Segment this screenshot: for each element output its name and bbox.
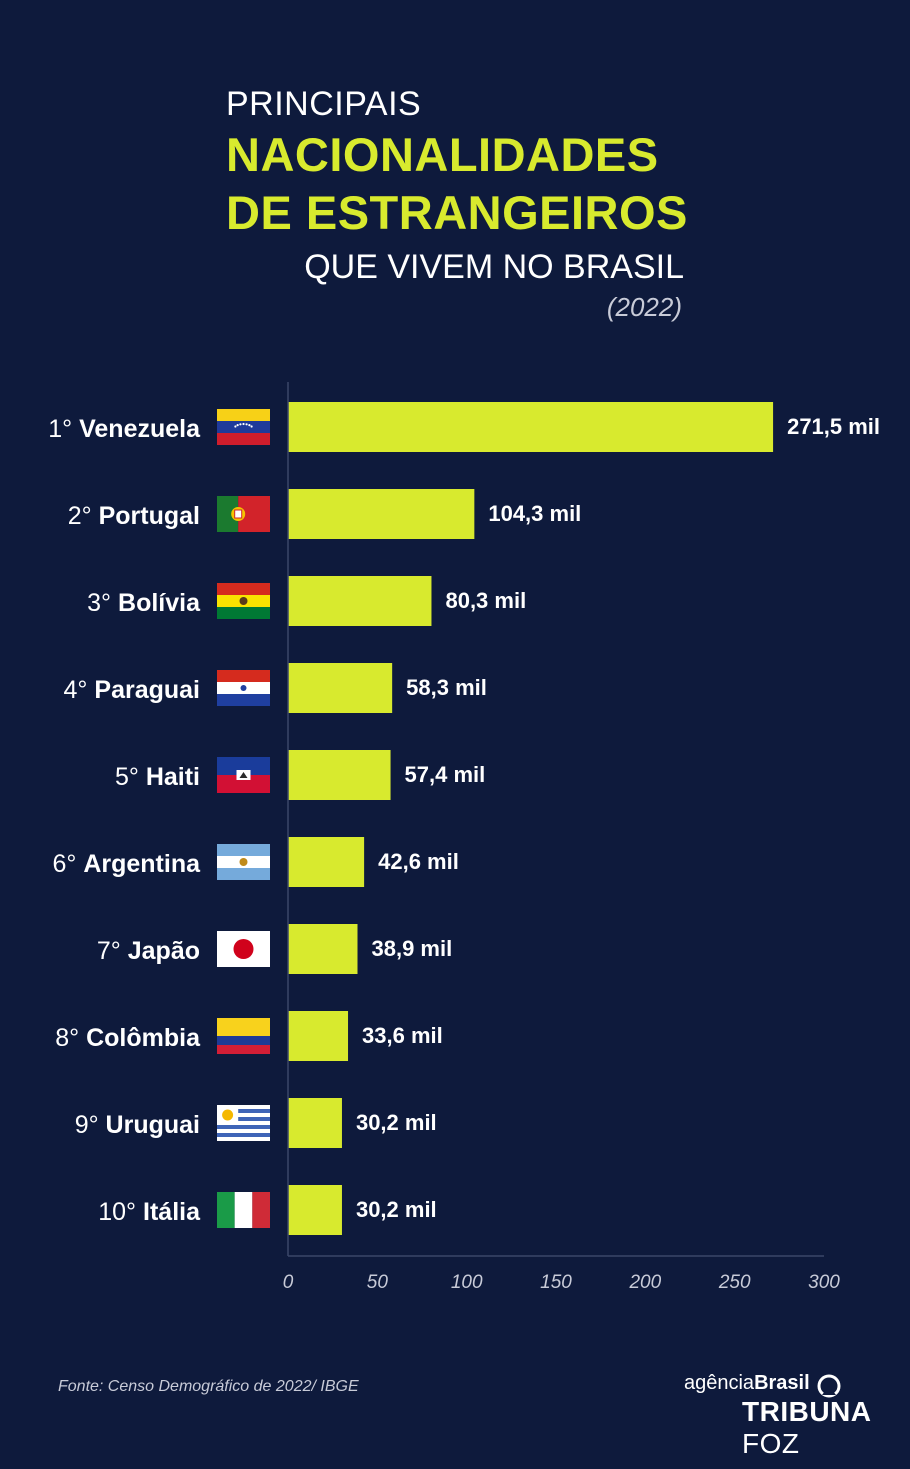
rank-label: 6°	[52, 850, 83, 878]
rank-label: 7°	[97, 937, 128, 965]
category-label: 2° Portugal	[68, 502, 200, 530]
data-label: 58,3 mil	[406, 675, 487, 700]
rank-label: 1°	[48, 415, 79, 443]
bar	[288, 489, 475, 539]
category-label: 6° Argentina	[52, 850, 201, 878]
argentina-flag	[217, 844, 270, 880]
x-tick-label: 100	[451, 1272, 483, 1293]
country-label: Haiti	[146, 763, 200, 791]
portugal-flag	[217, 496, 270, 532]
data-label: 30,2 mil	[356, 1197, 437, 1222]
bar	[288, 750, 391, 800]
rank-label: 3°	[87, 589, 118, 617]
rank-label: 4°	[64, 676, 95, 704]
data-label: 80,3 mil	[445, 588, 526, 613]
paraguay-flag	[217, 670, 270, 706]
data-label: 42,6 mil	[378, 849, 459, 874]
x-tick-label: 250	[718, 1272, 751, 1293]
data-label: 30,2 mil	[356, 1110, 437, 1135]
category-label: 8° Colômbia	[55, 1024, 201, 1052]
bar	[288, 1185, 342, 1235]
brand2-b: FOZ	[742, 1428, 800, 1459]
venezuela-flag	[217, 409, 270, 445]
bolivia-flag	[217, 583, 270, 619]
category-label: 1° Venezuela	[48, 415, 201, 443]
uruguay-flag	[217, 1105, 270, 1141]
data-label: 271,5 mil	[787, 414, 880, 439]
country-label: Paraguai	[94, 676, 200, 704]
brand2-a: TRIBUNA	[742, 1396, 872, 1427]
x-tick-label: 200	[628, 1272, 661, 1293]
bar	[288, 576, 432, 626]
italy-flag	[217, 1192, 270, 1228]
brand-b: Brasil	[754, 1372, 810, 1394]
title-line-1: PRINCIPAIS	[226, 85, 422, 123]
category-label: 4° Paraguai	[64, 676, 200, 704]
haiti-flag	[217, 757, 270, 793]
bar	[288, 1098, 342, 1148]
x-tick-label: 50	[367, 1272, 389, 1293]
x-tick-label: 0	[283, 1272, 294, 1293]
country-label: Bolívia	[118, 589, 201, 617]
category-label: 3° Bolívia	[87, 589, 201, 617]
agencia-brasil-icon	[817, 1374, 841, 1398]
country-label: Japão	[128, 937, 200, 965]
country-label: Uruguai	[106, 1111, 200, 1139]
brand-a: agência	[684, 1372, 755, 1394]
bar	[288, 1011, 349, 1061]
rank-label: 10°	[98, 1198, 143, 1226]
category-label: 10° Itália	[98, 1198, 201, 1226]
data-label: 33,6 mil	[362, 1023, 443, 1048]
subtitle: QUE VIVEM NO BRASIL	[304, 248, 684, 286]
country-label: Venezuela	[79, 415, 201, 443]
title-line-2: NACIONALIDADES	[226, 128, 659, 181]
title-block: PRINCIPAIS NACIONALIDADES DE ESTRANGEIRO…	[226, 82, 696, 242]
category-label: 9° Uruguai	[75, 1111, 200, 1139]
year-label: (2022)	[606, 292, 682, 322]
bar	[288, 663, 393, 713]
japan-flag	[217, 931, 270, 967]
data-label: 104,3 mil	[488, 501, 581, 526]
category-label: 7° Japão	[97, 937, 200, 965]
bar	[288, 837, 365, 887]
rank-label: 8°	[55, 1024, 86, 1052]
data-label: 57,4 mil	[405, 762, 486, 787]
country-label: Argentina	[83, 850, 201, 878]
source-note: Fonte: Censo Demográfico de 2022/ IBGE	[58, 1378, 359, 1395]
country-label: Itália	[143, 1198, 201, 1226]
rank-label: 2°	[68, 502, 99, 530]
tribuna-foz-logo: TRIBUNA FOZ	[742, 1396, 910, 1460]
rank-label: 9°	[75, 1111, 106, 1139]
bar	[288, 924, 358, 974]
category-label: 5° Haiti	[115, 763, 200, 791]
bar-chart: 1° Venezuela 271,5 mil 2° Portugal 104,3 mi…	[48, 382, 880, 1293]
rank-label: 5°	[115, 763, 146, 791]
bar	[288, 402, 774, 452]
colombia-flag	[217, 1018, 270, 1054]
title-line-3: DE ESTRANGEIROS	[226, 186, 688, 239]
country-label: Portugal	[99, 502, 200, 530]
x-tick-label: 150	[540, 1272, 572, 1293]
data-label: 38,9 mil	[372, 936, 453, 961]
country-label: Colômbia	[86, 1024, 201, 1052]
x-tick-label: 300	[808, 1272, 840, 1293]
agencia-brasil-logo: agênciaBrasil	[684, 1372, 810, 1395]
